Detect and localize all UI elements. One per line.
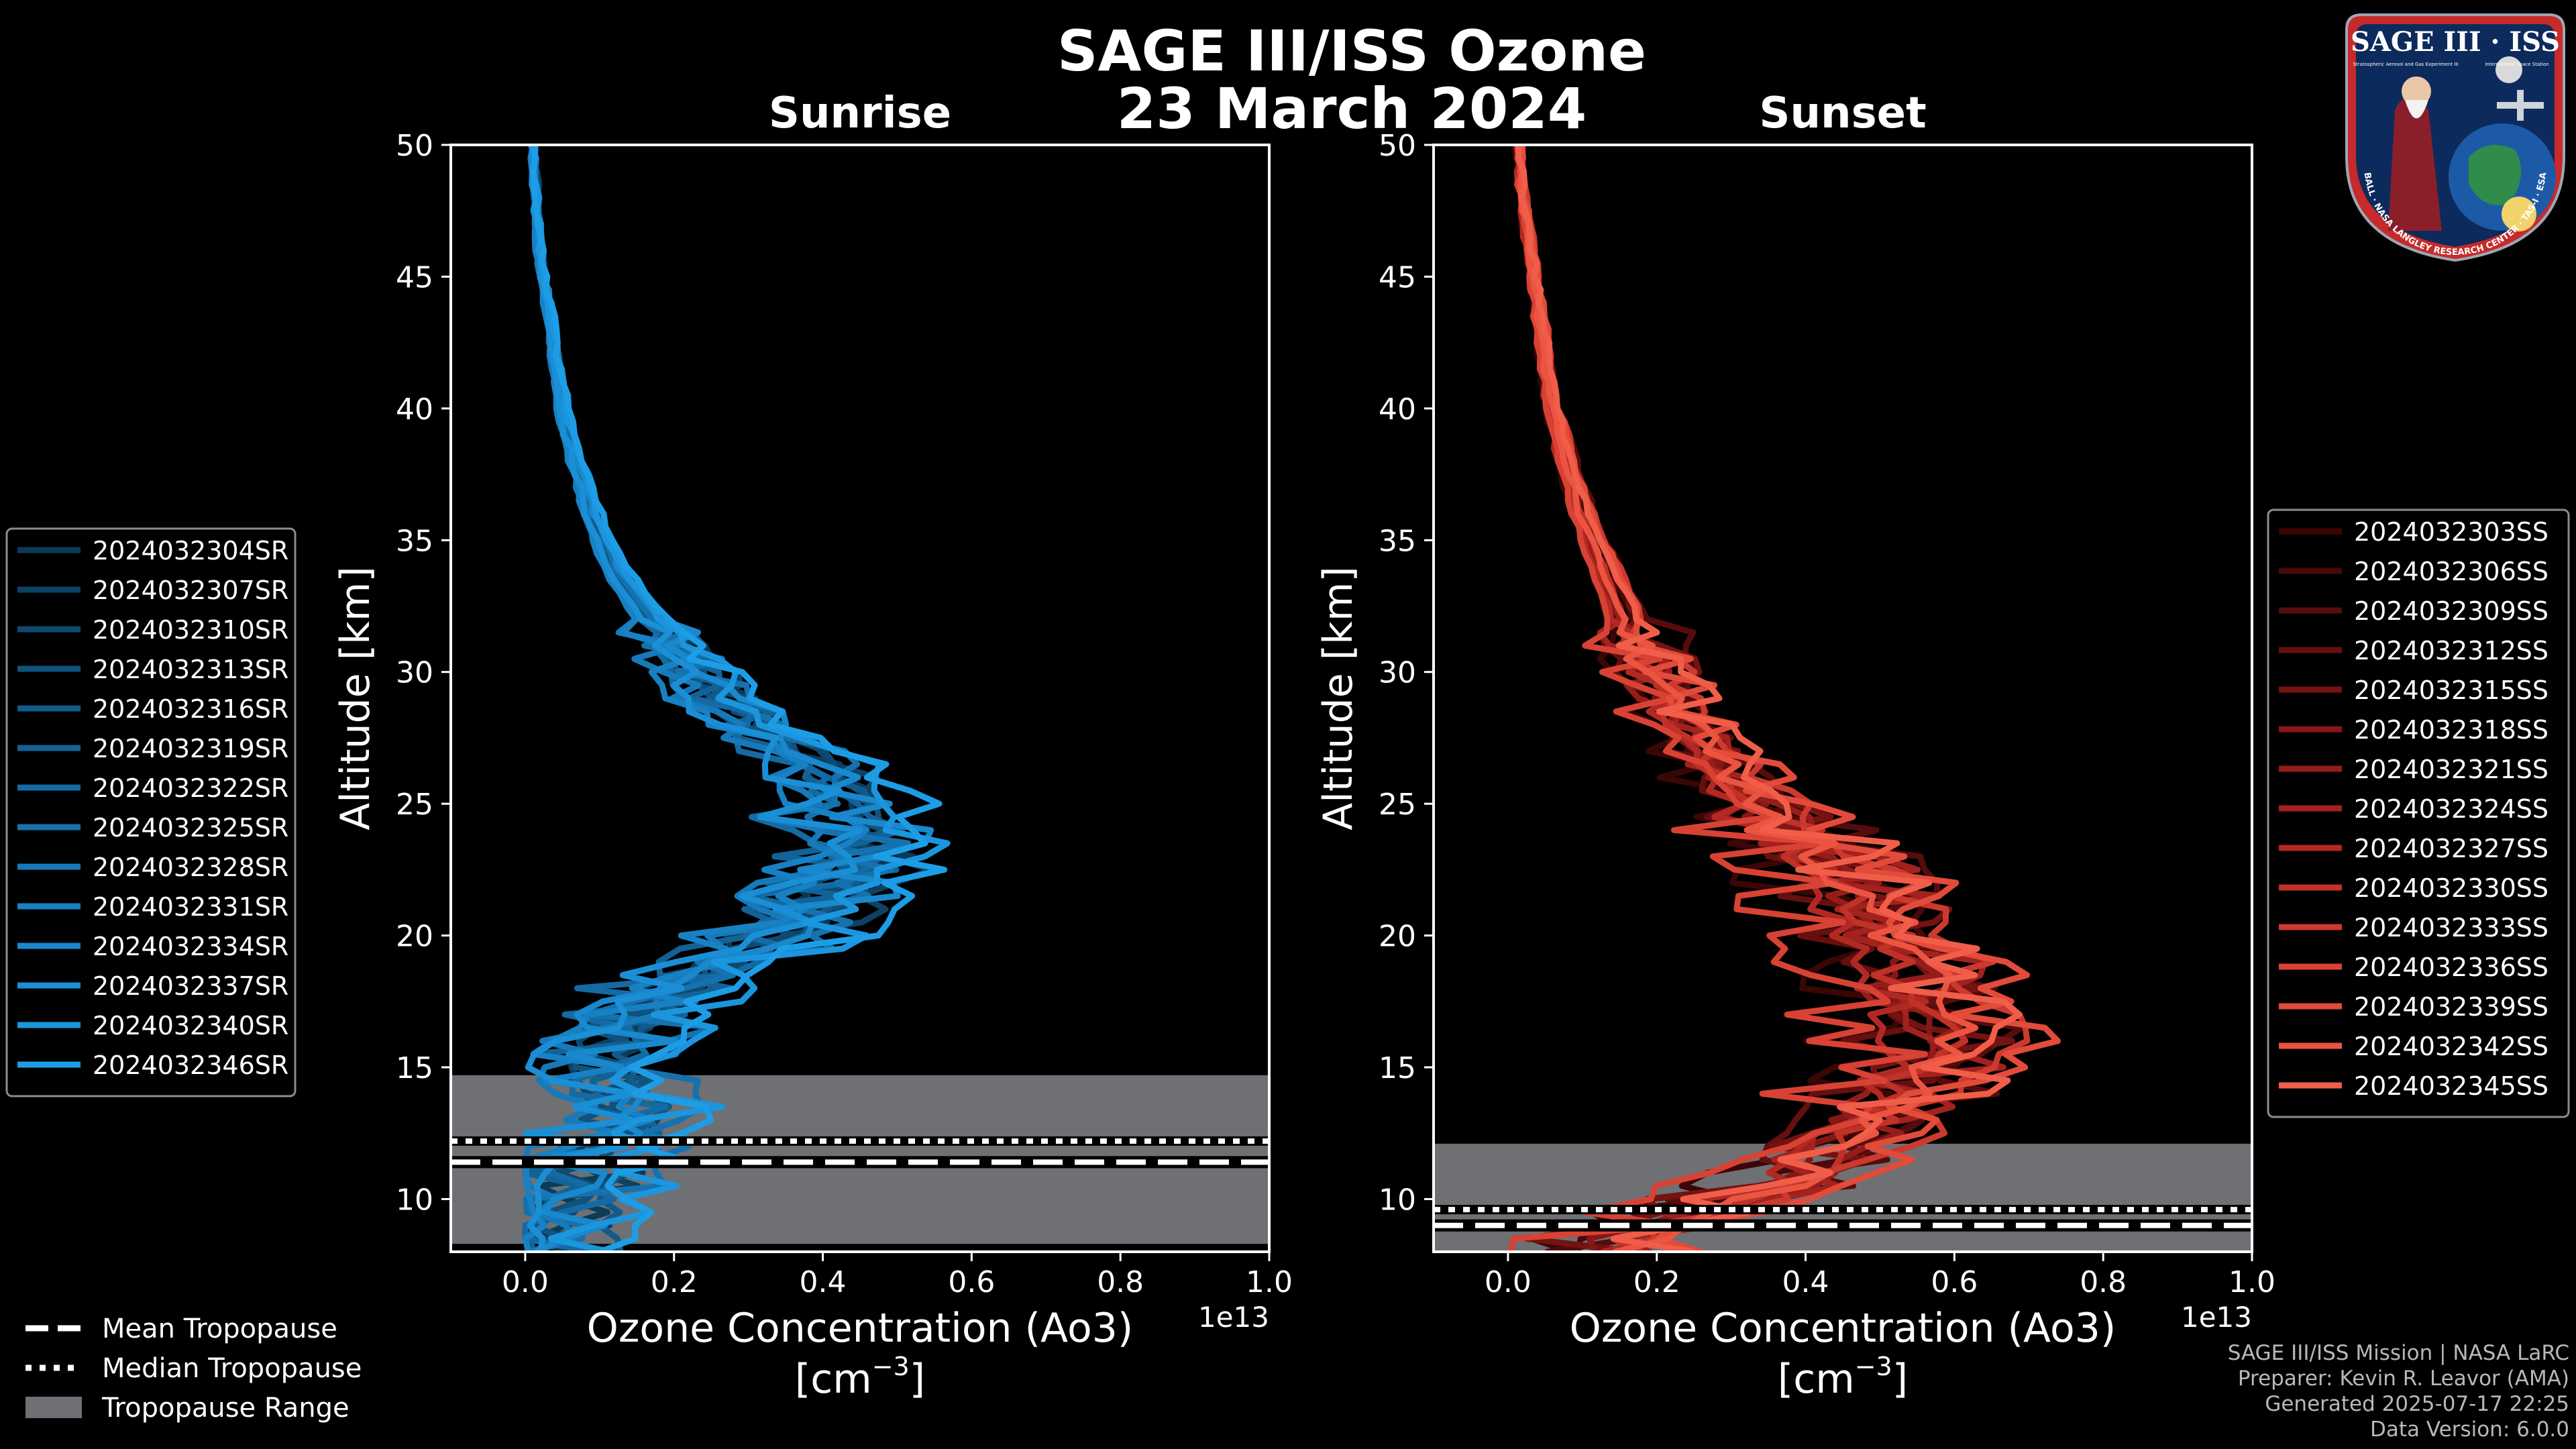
sunrise-legend-label-2024032328SR: 2024032328SR [93,853,288,882]
legend-swatch-tropopause-range [25,1397,82,1418]
sunset-x-axis-units: [cm−3] [1778,1352,1908,1403]
sun-icon [2502,197,2536,231]
sage-iii-iss-mission-patch: SAGE III · ISS Stratospheric Aerosol and… [2345,13,2565,262]
sunset-y-tick-label: 35 [1379,524,1416,558]
sunrise-x-tick-label: 0.2 [651,1265,698,1299]
sunrise-legend-label-2024032304SR: 2024032304SR [93,536,288,566]
sunrise-series-line-2024032337SR [523,145,863,1252]
sunset-legend-label-2024032345SS: 2024032345SS [2354,1071,2548,1101]
sunset-x-tick-label: 0.2 [1633,1265,1680,1299]
sunset-y-tick-label: 30 [1379,656,1416,690]
sunrise-legend-label-2024032307SR: 2024032307SR [93,576,288,605]
sunset-legend-label-2024032327SS: 2024032327SS [2354,834,2548,863]
logo-subtitle-left: Stratospheric Aerosol and Gas Experiment… [2353,62,2458,67]
sunset-axes-frame [1432,144,2253,1253]
sunset-legend-label-2024032342SS: 2024032342SS [2354,1032,2548,1061]
sunset-y-tick-label: 50 [1379,129,1416,163]
sunrise-y-tick-label: 45 [396,260,433,294]
sunrise-legend-label-2024032310SR: 2024032310SR [93,615,288,645]
sunrise-y-tick-label: 50 [396,129,433,163]
sunset-legend-label-2024032324SS: 2024032324SS [2354,794,2548,824]
sunset-y-tick-label: 20 [1379,920,1416,954]
sunrise-x-axis-units: [cm−3] [795,1352,925,1403]
sunrise-y-tick-label: 35 [396,524,433,558]
sunset-legend-label-2024032303SS: 2024032303SS [2354,517,2548,547]
sunset-y-tick-label: 10 [1379,1183,1416,1217]
sunrise-x-tick-label: 0.0 [502,1265,549,1299]
legend-label-dashed: Mean Tropopause [102,1313,337,1344]
sunrise-y-tick-label: 10 [396,1183,433,1217]
sunset-legend-label-2024032309SS: 2024032309SS [2354,596,2548,626]
legend-label-dotted: Median Tropopause [102,1353,362,1384]
sunset-legend-label-2024032312SS: 2024032312SS [2354,636,2548,665]
sunset-legend-label-2024032330SS: 2024032330SS [2354,873,2548,903]
sunrise-x-tick-label: 0.6 [948,1265,995,1299]
figure-credits: SAGE III/ISS Mission | NASA LaRC Prepare… [2228,1340,2569,1442]
logo-name: SAGE III · ISS [2351,26,2560,58]
sunset-panel-title: Sunset [1759,89,1926,138]
sunrise-legend-label-2024032334SR: 2024032334SR [93,932,288,961]
credits-generated: Generated 2025-07-17 22:25 [2265,1392,2569,1416]
sunrise-legend-label-2024032325SR: 2024032325SR [93,813,288,843]
sunrise-x-tick-label: 1.0 [1246,1265,1293,1299]
sunrise-y-tick-label: 20 [396,920,433,954]
sunrise-y-tick-label: 25 [396,788,433,822]
sunrise-axes-frame [449,144,1271,1253]
sunset-y-tick-label: 40 [1379,392,1416,427]
sunset-x-tick-label: 0.4 [1782,1265,1829,1299]
sunrise-legend-label-2024032346SR: 2024032346SR [93,1051,288,1080]
sunrise-legend-label-2024032340SR: 2024032340SR [93,1011,288,1040]
sunset-profiles [1507,145,2061,1252]
sunset-legend-label-2024032315SS: 2024032315SS [2354,676,2548,705]
sunset-legend-label-2024032339SS: 2024032339SS [2354,992,2548,1022]
sunset-x-tick-label: 0.0 [1485,1265,1532,1299]
credits-mission: SAGE III/ISS Mission | NASA LaRC [2227,1341,2569,1365]
sunrise-x-axis-label: Ozone Concentration (Ao3) [587,1305,1134,1352]
sunrise-legend-label-2024032337SR: 2024032337SR [93,971,288,1001]
sunset-series-line-2024032324SS [1513,145,2006,1252]
sunrise-profiles [522,145,951,1252]
sunrise-offset-text: 1e13 [1198,1301,1269,1334]
sunrise-y-axis-label: Altitude [km] [332,566,379,830]
sunset-legend-label-2024032318SS: 2024032318SS [2354,715,2548,745]
sunrise-x-tick-label: 0.8 [1097,1265,1144,1299]
sunrise-y-tick-label: 40 [396,392,433,427]
credits-version: Data Version: 6.0.0 [2369,1417,2569,1442]
sunset-legend-label-2024032336SS: 2024032336SS [2354,953,2548,982]
sunrise-x-tick-label: 0.4 [800,1265,847,1299]
sunrise-series-line-2024032346SR [530,145,948,1252]
sunrise-legend-label-2024032322SR: 2024032322SR [93,773,288,803]
legend-label-patch: Tropopause Range [101,1393,350,1424]
sunset-y-axis-label: Altitude [km] [1315,566,1362,830]
sunset-offset-text: 1e13 [2181,1301,2252,1334]
figure-title-line2: 23 March 2024 [1116,76,1587,142]
sunset-x-axis-label: Ozone Concentration (Ao3) [1570,1305,2116,1352]
moon-icon [2496,56,2522,83]
sunset-x-tick-label: 0.6 [1931,1265,1978,1299]
figure-title-line1: SAGE III/ISS Ozone [1057,18,1647,84]
sunrise-legend-label-2024032316SR: 2024032316SR [93,694,288,724]
sunset-x-tick-label: 0.8 [2080,1265,2127,1299]
sunset-series-line-2024032345SS [1515,145,2023,1252]
sunset-y-tick-label: 45 [1379,260,1416,294]
credits-preparer: Preparer: Kevin R. Leavor (AMA) [2237,1366,2569,1391]
sunset-legend-label-2024032306SS: 2024032306SS [2354,557,2548,586]
sunset-legend-box [2267,508,2570,1118]
sunset-y-tick-label: 25 [1379,788,1416,822]
sunset-legend-label-2024032333SS: 2024032333SS [2354,913,2548,943]
sunrise-panel-title: Sunrise [769,89,951,138]
sunset-x-tick-label: 1.0 [2229,1265,2275,1299]
astronomer-figure-icon [2388,97,2442,231]
sunset-legend-label-2024032321SS: 2024032321SS [2354,755,2548,784]
sunrise-y-tick-label: 30 [396,656,433,690]
sunrise-legend-label-2024032331SR: 2024032331SR [93,892,288,922]
sunset-y-tick-label: 15 [1379,1051,1416,1085]
sunset-series-line-2024032339SS [1517,145,2061,1252]
sunrise-legend-label-2024032313SR: 2024032313SR [93,655,288,684]
logo-subtitle-right: International Space Station [2485,62,2548,67]
sunrise-y-tick-label: 15 [396,1051,433,1085]
sunrise-legend-label-2024032319SR: 2024032319SR [93,734,288,763]
